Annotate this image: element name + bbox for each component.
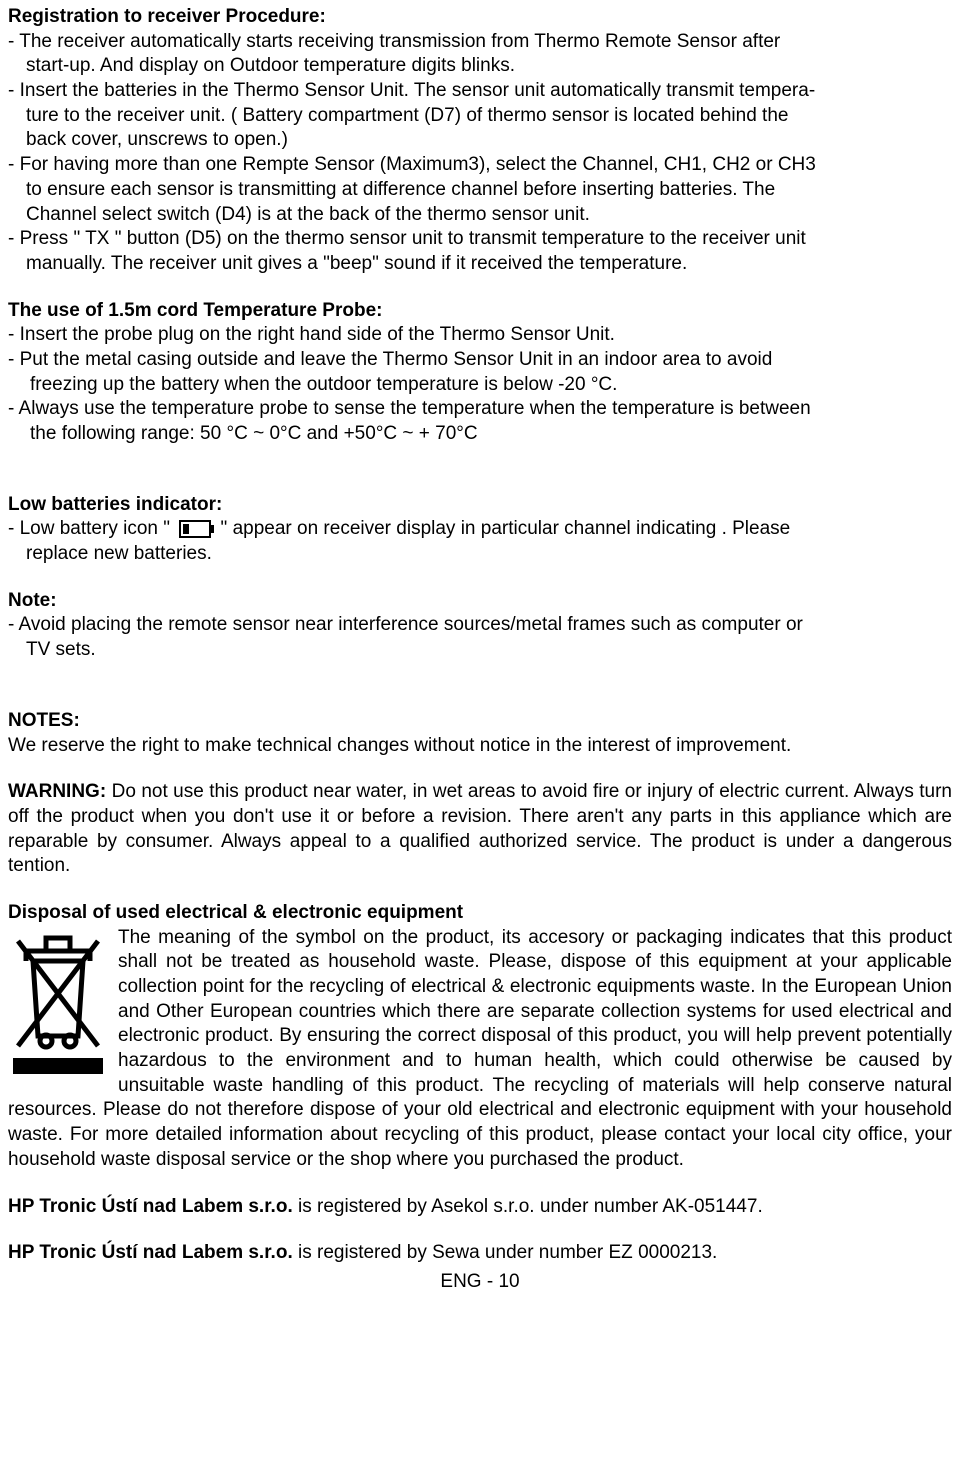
reg2-rest: is registered by Sewa under number EZ 00… — [293, 1242, 718, 1263]
lowbat-post: " appear on receiver display in particul… — [215, 518, 790, 539]
notes2-heading: NOTES: — [8, 709, 952, 734]
reg1-rest: is registered by Asekol s.r.o. under num… — [293, 1196, 763, 1217]
probe-b2b: freezing up the battery when the outdoor… — [8, 373, 952, 398]
lowbat-b1b: replace new batteries. — [8, 542, 952, 567]
registration-2: HP Tronic Ústí nad Labem s.r.o. is regis… — [8, 1241, 952, 1266]
lowbat-b1: - Low battery icon " " appear on receive… — [8, 517, 952, 542]
note-b1b: TV sets. — [8, 638, 952, 663]
disposal-heading: Disposal of used electrical & electronic… — [8, 901, 952, 926]
reg2-company: HP Tronic Ústí nad Labem s.r.o. — [8, 1242, 293, 1263]
disposal-body: The meaning of the symbol on the product… — [8, 927, 952, 1170]
note-heading: Note: — [8, 589, 952, 614]
reg-b4a: - Press " TX " button (D5) on the thermo… — [8, 227, 952, 252]
reg-b2b: ture to the receiver unit. ( Battery com… — [8, 104, 952, 129]
reg-b3b: to ensure each sensor is transmitting at… — [8, 178, 952, 203]
reg-b1b: start-up. And display on Outdoor tempera… — [8, 54, 952, 79]
note-b1a: - Avoid placing the remote sensor near i… — [8, 613, 952, 638]
reg-b2a: - Insert the batteries in the Thermo Sen… — [8, 79, 952, 104]
page-footer: ENG - 10 — [8, 1270, 952, 1295]
reg1-company: HP Tronic Ústí nad Labem s.r.o. — [8, 1196, 293, 1217]
warning-label: WARNING: — [8, 781, 112, 802]
reg-b1a: - The receiver automatically starts rece… — [8, 30, 952, 55]
warning-block: WARNING: Do not use this product near wa… — [8, 780, 952, 879]
weee-icon — [8, 926, 108, 1076]
warning-body: Do not use this product near water, in w… — [8, 781, 952, 876]
reg-b3c: Channel select switch (D4) is at the bac… — [8, 203, 952, 228]
lowbat-heading: Low batteries indicator: — [8, 493, 952, 518]
reg-b4b: manually. The receiver unit gives a "bee… — [8, 252, 952, 277]
probe-b1: - Insert the probe plug on the right han… — [8, 323, 952, 348]
disposal-section: The meaning of the symbol on the product… — [8, 926, 952, 1173]
probe-heading: The use of 1.5m cord Temperature Probe: — [8, 299, 952, 324]
registration-1: HP Tronic Ústí nad Labem s.r.o. is regis… — [8, 1195, 952, 1220]
probe-b2a: - Put the metal casing outside and leave… — [8, 348, 952, 373]
battery-icon — [179, 520, 211, 538]
reg-b2c: back cover, unscrews to open.) — [8, 128, 952, 153]
probe-b3b: the following range: 50 °C ~ 0°C and +50… — [8, 422, 952, 447]
reg-b3a: - For having more than one Rempte Sensor… — [8, 153, 952, 178]
reg-heading: Registration to receiver Procedure: — [8, 5, 952, 30]
lowbat-pre: - Low battery icon " — [8, 518, 175, 539]
probe-b3a: - Always use the temperature probe to se… — [8, 397, 952, 422]
notes2-body: We reserve the right to make technical c… — [8, 734, 952, 759]
